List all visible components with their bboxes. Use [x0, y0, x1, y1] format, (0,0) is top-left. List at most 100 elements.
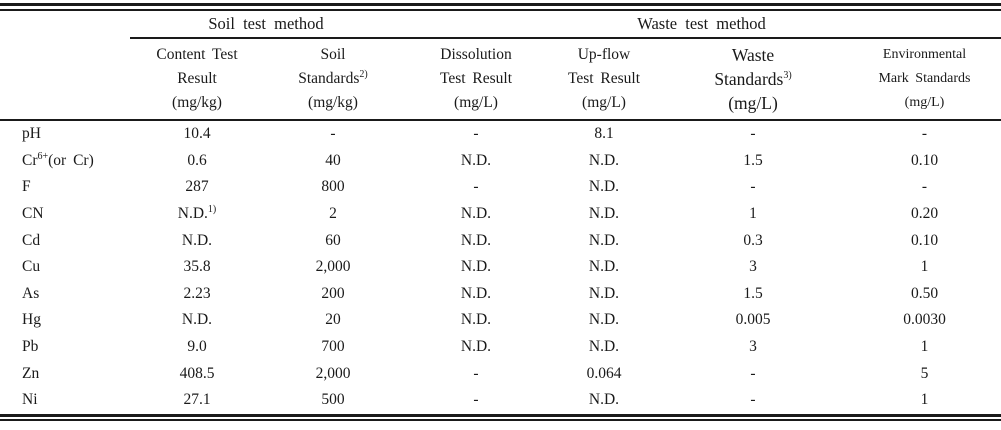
table-cell: 2,000 [315, 364, 351, 382]
col-header-environmental-mark-standards: Environmental Mark Standards (mg/L) [848, 38, 1001, 121]
table-cell: - [473, 364, 479, 382]
table-cell: 27.1 [183, 391, 211, 409]
col-header-waste-standards: Waste Standards3) (mg/L) [658, 38, 848, 121]
table-cell: 1.5 [743, 284, 763, 302]
table-cell: 0.0030 [903, 311, 946, 329]
table-cell: - [921, 125, 928, 143]
table-row-as: As 2.23 200 N.D. N.D. 1.5 0.50 [0, 281, 1001, 308]
row-label: Zn [22, 364, 40, 382]
col-header-soil-standards: Soil Standards2) (mg/kg) [264, 38, 402, 121]
row-label: Cu [22, 258, 41, 276]
table-cell: 2.23 [183, 284, 211, 302]
table-cell: N.D. [588, 338, 620, 356]
table-cell: N.D. [460, 284, 492, 302]
blank-corner-cell [0, 11, 130, 38]
table-cell: - [473, 125, 479, 143]
table-cell: - [750, 391, 756, 409]
table-cell: N.D. [460, 311, 492, 329]
table-cell: 0.3 [743, 231, 763, 249]
table-cell: N.D. [460, 338, 492, 356]
table-cell: - [330, 125, 336, 143]
table-cell: N.D. [460, 258, 492, 276]
table-cell: 1.5 [743, 151, 763, 169]
blank-header-cell [0, 38, 130, 121]
table-cell: N.D. [588, 151, 620, 169]
table-cell: 0.20 [910, 205, 939, 223]
table-cell: 0.10 [910, 151, 939, 169]
table-cell: 1 [749, 205, 757, 223]
col-header-content-test-result: Content Test Result (mg/kg) [130, 38, 264, 121]
group-header-soil: Soil test method [130, 11, 402, 39]
table-cell: 40 [325, 151, 341, 169]
test-results-table-page: Soil test method Waste test method Conte… [0, 3, 1001, 430]
group-header-row: Soil test method Waste test method [0, 11, 1001, 39]
table-cell: N.D. [588, 205, 620, 223]
table-cell: 2 [329, 205, 337, 223]
table-cell: 800 [321, 178, 345, 196]
table-cell: 5 [920, 364, 929, 382]
row-label: Ni [22, 391, 38, 409]
table-cell: N.D. [588, 311, 620, 329]
table-cell: 3 [749, 258, 757, 276]
table-cell: N.D. [588, 391, 620, 409]
table-row-ph: pH 10.4 - - 8.1 - - [0, 120, 1001, 148]
table-cell: 60 [325, 231, 341, 249]
table-cell: N.D. [460, 151, 492, 169]
row-label: Cd [22, 231, 41, 249]
table-cell: 0.10 [910, 231, 939, 249]
table-cell: 3 [749, 338, 757, 356]
table-cell: 200 [321, 284, 345, 302]
table-cell: N.D. [181, 311, 213, 329]
table-cell: - [473, 178, 479, 196]
table-cell: 0.005 [735, 311, 771, 329]
table-cell: 20 [325, 311, 341, 329]
table-cell: - [750, 125, 756, 143]
table-cell: N.D. [588, 258, 620, 276]
table-cell: 0.50 [910, 284, 939, 302]
table-cell: - [921, 178, 928, 196]
table-cell: 9.0 [187, 338, 207, 356]
row-label: As [22, 284, 40, 302]
table-cell: N.D. [460, 231, 492, 249]
table-cell: 0.064 [586, 364, 622, 382]
row-label: Hg [22, 311, 41, 329]
table-cell: 700 [321, 338, 345, 356]
row-label: pH [22, 125, 41, 143]
row-label: Cr6+(or Cr) [22, 150, 94, 169]
table-cell: N.D. [588, 284, 620, 302]
table-row-ni: Ni 27.1 500 - N.D. - 1 [0, 387, 1001, 414]
soil-waste-test-table: Soil test method Waste test method Conte… [0, 11, 1001, 414]
bottom-double-rule [0, 413, 1001, 421]
table-cell: N.D. [588, 231, 620, 249]
table-cell: 35.8 [183, 258, 211, 276]
row-label: Pb [22, 338, 39, 356]
column-header-row: Content Test Result (mg/kg) Soil Standar… [0, 38, 1001, 121]
top-double-rule [0, 3, 1001, 11]
table-row-cu: Cu 35.8 2,000 N.D. N.D. 3 1 [0, 254, 1001, 281]
table-row-hg: Hg N.D. 20 N.D. N.D. 0.005 0.0030 [0, 307, 1001, 334]
table-cell: N.D. [181, 231, 213, 249]
table-cell: 0.6 [187, 151, 207, 169]
table-row-cr: Cr6+(or Cr) 0.6 40 N.D. N.D. 1.5 0.10 [0, 148, 1001, 175]
table-row-zn: Zn 408.5 2,000 - 0.064 - 5 [0, 360, 1001, 387]
table-cell: 500 [321, 391, 345, 409]
table-row-cn: CN N.D.1) 2 N.D. N.D. 1 0.20 [0, 201, 1001, 228]
table-cell: 8.1 [594, 125, 614, 143]
table-cell: 408.5 [179, 364, 215, 382]
row-label: CN [22, 205, 44, 223]
table-cell: - [473, 391, 479, 409]
table-cell: 1 [920, 258, 929, 276]
group-header-waste: Waste test method [402, 11, 1001, 39]
table-cell: - [750, 364, 756, 382]
table-row-cd: Cd N.D. 60 N.D. N.D. 0.3 0.10 [0, 227, 1001, 254]
table-cell: N.D. [588, 178, 620, 196]
col-header-up-flow-test-result: Up-flow Test Result (mg/L) [550, 38, 658, 121]
table-row-f: F 287 800 - N.D. - - [0, 174, 1001, 201]
table-cell: 1 [920, 391, 929, 409]
table-row-pb: Pb 9.0 700 N.D. N.D. 3 1 [0, 334, 1001, 361]
row-label: F [22, 178, 31, 196]
table-cell: 287 [185, 178, 209, 196]
table-cell: N.D. [460, 205, 492, 223]
table-cell: 10.4 [183, 125, 211, 143]
table-cell: - [750, 178, 756, 196]
